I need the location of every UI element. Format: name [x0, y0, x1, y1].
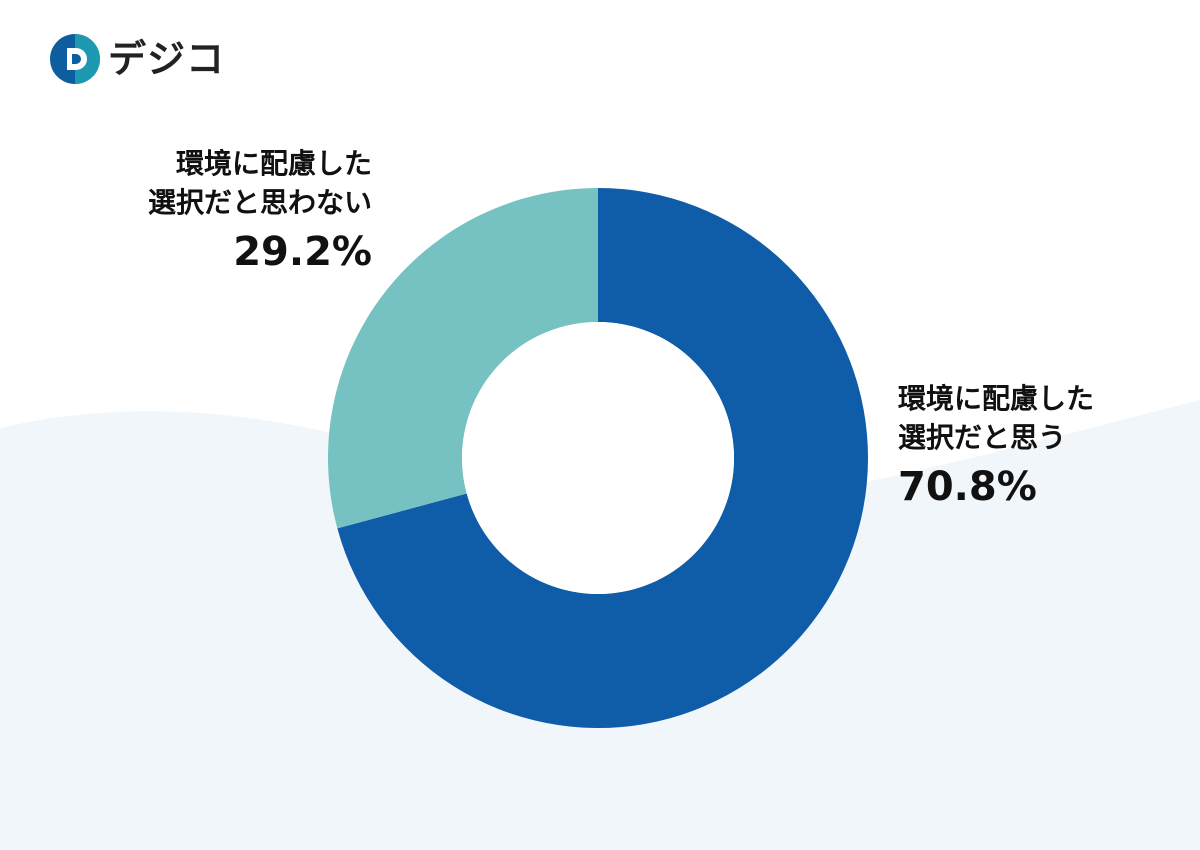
- donut-hole: [462, 322, 734, 594]
- slice-label-no-line-1: 環境に配慮した: [175, 147, 372, 180]
- logo: デジコ: [50, 34, 225, 84]
- slice-value-no: 29.2%: [233, 229, 372, 275]
- slice-value-yes: 70.8%: [898, 464, 1037, 510]
- slice-label-yes: 環境に配慮した 選択だと思う 70.8%: [898, 379, 1094, 515]
- logo-text: デジコ: [108, 37, 226, 81]
- slice-label-no-line-2: 選択だと思わない: [147, 186, 372, 219]
- slice-label-yes-line-2: 選択だと思う: [898, 421, 1067, 454]
- slice-label-yes-line-1: 環境に配慮した: [898, 382, 1095, 415]
- slice-label-no: 環境に配慮した 選択だと思わない 29.2%: [148, 144, 372, 280]
- donut-slice-1: [328, 188, 598, 529]
- logo-d-icon: [50, 34, 100, 84]
- donut-slice-0: [337, 188, 869, 728]
